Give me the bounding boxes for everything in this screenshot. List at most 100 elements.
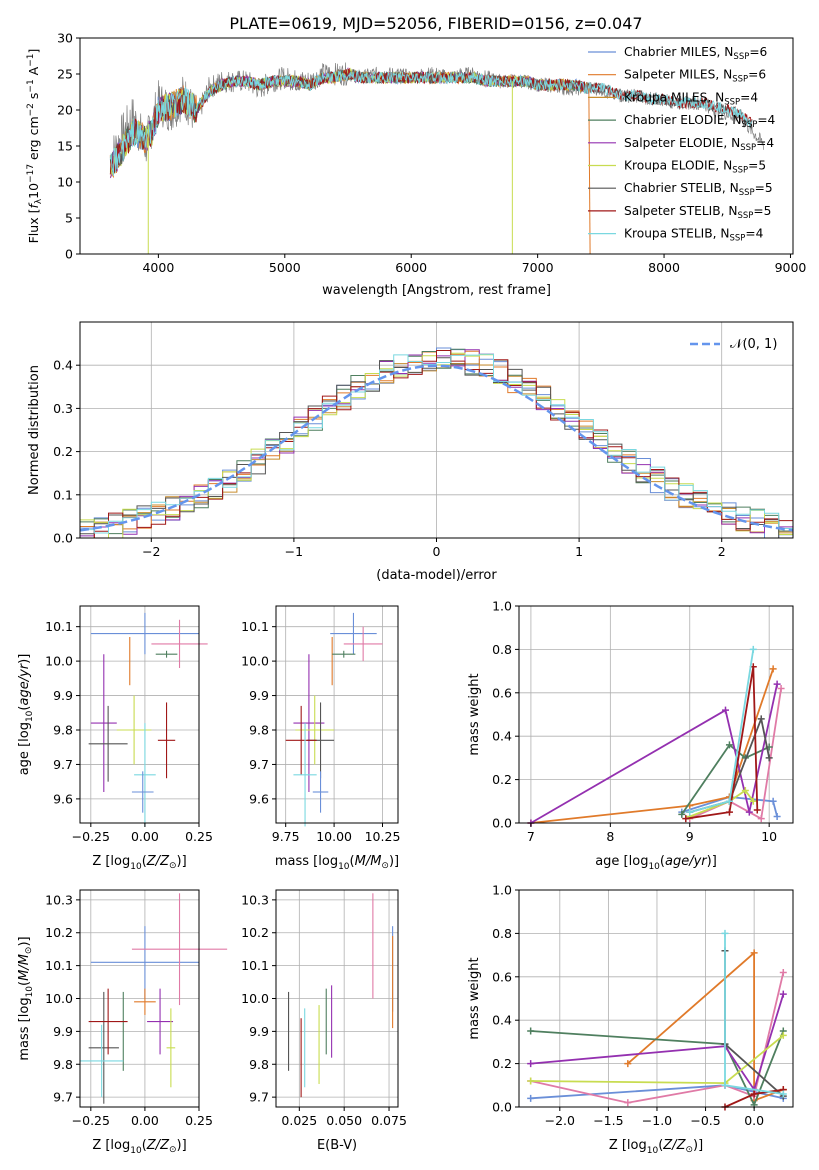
spectrum-legend: Chabrier MILES, NSSP=6 Salpeter MILES, NS…	[588, 45, 776, 244]
weight-vs-age-ytick-label: 0.6	[492, 685, 512, 700]
age-vs-Z-errorbar-5	[90, 654, 117, 792]
residuals-xtick-label: 1	[575, 544, 583, 559]
mass-vs-Z-ytick-label: 10.2	[45, 925, 73, 940]
residuals-xtick-label: −2	[142, 544, 160, 559]
weight-marker	[773, 680, 781, 688]
mass-vs-ebv-ytick-label: 10.1	[241, 958, 269, 973]
weight-marker	[777, 684, 785, 692]
mass-vs-Z-errorbar-8	[88, 988, 128, 1055]
weight-marker	[779, 1031, 787, 1039]
weight-line	[685, 666, 759, 820]
weight-line	[689, 789, 755, 818]
mass-vs-ebv-xtick-label: 0.075	[371, 1113, 407, 1128]
legend-entry: Kroupa ELODIE, NSSP=5	[624, 159, 766, 176]
age-vs-Z-errorbar-1	[90, 612, 199, 655]
gaussian-curve	[79, 364, 794, 532]
mass-vs-ebv-ytick-label: 9.7	[249, 1090, 269, 1105]
weight-vs-Z-ytick-label: 0.2	[492, 1056, 512, 1071]
weight-marker	[624, 1060, 632, 1068]
figure-title: PLATE=0619, MJD=52056, FIBERID=0156, z=0…	[229, 14, 642, 33]
mass-vs-ebv-xtick-label: 0.025	[281, 1113, 317, 1128]
weight-marker	[725, 741, 733, 749]
weight-vs-Z-ytick-label: 0.8	[492, 926, 512, 941]
age-vs-Z-xtick-label: 0.25	[185, 829, 213, 844]
weight-line	[689, 688, 782, 821]
age-vs-Z-ytick-label: 9.8	[53, 723, 73, 738]
age-vs-mass-ytick-label: 9.6	[249, 791, 269, 806]
weight-marker	[757, 715, 765, 723]
age-vs-Z-errorbar-7	[88, 705, 128, 782]
weight-vs-age-series-6	[686, 786, 757, 820]
weight-vs-age-series-9	[686, 645, 757, 816]
residuals-ytick-label: 0.4	[53, 358, 73, 373]
residuals-ylabel: Normed distribution	[27, 365, 42, 495]
spectrum-ytick-label: 20	[57, 103, 73, 118]
spectrum-ylabel: Flux [fλ10−17 erg cm−2 s−1 A−1]	[26, 49, 44, 244]
age-vs-Z-ylabel: age [log10(age/yr)]	[17, 654, 35, 776]
age-vs-Z-ytick-label: 10.1	[45, 619, 73, 634]
age-vs-Z-ytick-label: 9.6	[53, 791, 73, 806]
residuals-xtick-label: −1	[285, 544, 303, 559]
legend-entry: Kroupa STELIB, NSSP=4	[624, 227, 764, 244]
age-vs-Z-spine	[79, 605, 200, 824]
weight-vs-Z-xtick-label: −1.5	[593, 1113, 623, 1128]
mass-vs-Z-errorbar-1	[90, 926, 199, 999]
weight-vs-Z-ytick-label: 1.0	[492, 883, 512, 898]
mass-vs-Z-ytick-label: 9.9	[53, 1024, 73, 1039]
age-vs-Z-errorbar-10	[131, 771, 154, 813]
age-vs-Z-xtick-label: 0.00	[131, 829, 159, 844]
age-vs-mass-errorbar-1	[330, 612, 377, 655]
weight-vs-age-xtick-label: 9	[686, 829, 694, 844]
age-vs-mass-errorbar-6	[295, 695, 335, 765]
model-spectrum-8	[109, 67, 753, 175]
spectrum-xtick-label: 9000	[775, 260, 807, 275]
weight-vs-age-frame: 7 8 9 10 0.0 0.2 0.4 0.6 0.8 1.0	[492, 599, 794, 844]
weight-marker	[527, 1060, 535, 1068]
mass-vs-Z-errorbar-3	[131, 893, 228, 1006]
weight-marker	[779, 1090, 787, 1098]
mass-vs-Z-frame: −0.25 0.00 0.25 9.7 9.8 9.9 10.0 10.1 10.2 10.3	[45, 889, 213, 1128]
weight-vs-Z-ytick-label: 0.4	[492, 1013, 512, 1028]
weight-marker	[741, 786, 749, 794]
weight-vs-Z-series-8	[721, 1086, 787, 1111]
weight-vs-age-xtick-label: 10	[761, 829, 777, 844]
age-vs-mass-xlabel: mass [log10(M/M⊙)]	[275, 854, 399, 872]
age-vs-mass-spine	[275, 605, 399, 824]
gaussian-legend-label: 𝒩(0, 1)	[730, 337, 777, 352]
weight-marker	[686, 808, 694, 816]
legend-entry: Chabrier ELODIE, NSSP=4	[624, 113, 776, 130]
weight-vs-age-axes	[519, 605, 793, 824]
age-vs-mass-ytick-label: 10.1	[241, 619, 269, 634]
age-vs-mass-ytick-label: 9.8	[249, 723, 269, 738]
mass-vs-Z-ytick-label: 9.8	[53, 1057, 73, 1072]
age-vs-Z-ytick-label: 9.7	[53, 757, 73, 772]
weight-marker	[750, 949, 758, 957]
spectrum-xtick-label: 7000	[522, 260, 554, 275]
residuals-ytick-label: 0.0	[53, 531, 73, 546]
weight-vs-Z-xtick-label: 0.0	[744, 1113, 764, 1128]
weight-vs-Z-ytick-label: 0.0	[492, 1100, 512, 1115]
weight-marker	[527, 1094, 535, 1102]
weight-marker	[750, 1090, 758, 1098]
weight-vs-Z-frame: −2.0 −1.5 −1.0 −0.5 0.0 0.0 0.2 0.4 0.6 0.8 1.0	[492, 883, 794, 1128]
legend-entry: Salpeter MILES, NSSP=6	[624, 68, 766, 85]
spectrum-ytick-label: 25	[57, 67, 73, 82]
residuals-xtick-label: 0	[433, 544, 441, 559]
spectrum-frame: 4000 5000 6000 7000 8000 9000 0 5 10 15 20 25 30	[57, 31, 806, 276]
age-vs-Z-errorbar-8	[157, 702, 176, 779]
mass-vs-ebv-axes	[276, 890, 398, 1107]
weight-marker	[769, 797, 777, 805]
mass-vs-ebv-xtick-label: 0.050	[326, 1113, 362, 1128]
mass-vs-Z-errorbar-5	[147, 988, 174, 1055]
residuals-xlabel: (data-model)/error	[376, 568, 497, 583]
age-vs-mass-xtick-label: 9.75	[272, 829, 300, 844]
weight-marker	[624, 1099, 632, 1107]
weight-marker	[678, 810, 686, 818]
weight-vs-Z-ytick-label: 0.6	[492, 969, 512, 984]
legend-entry: Kroupa MILES, NSSP=4	[624, 90, 758, 107]
weight-vs-Z-spine	[518, 889, 794, 1108]
mass-vs-Z-axes	[80, 890, 200, 1107]
mass-vs-Z-errorbar-2	[134, 988, 156, 1015]
spectrum-xtick-label: 6000	[395, 260, 427, 275]
age-vs-mass-xtick-label: 10.00	[316, 829, 352, 844]
